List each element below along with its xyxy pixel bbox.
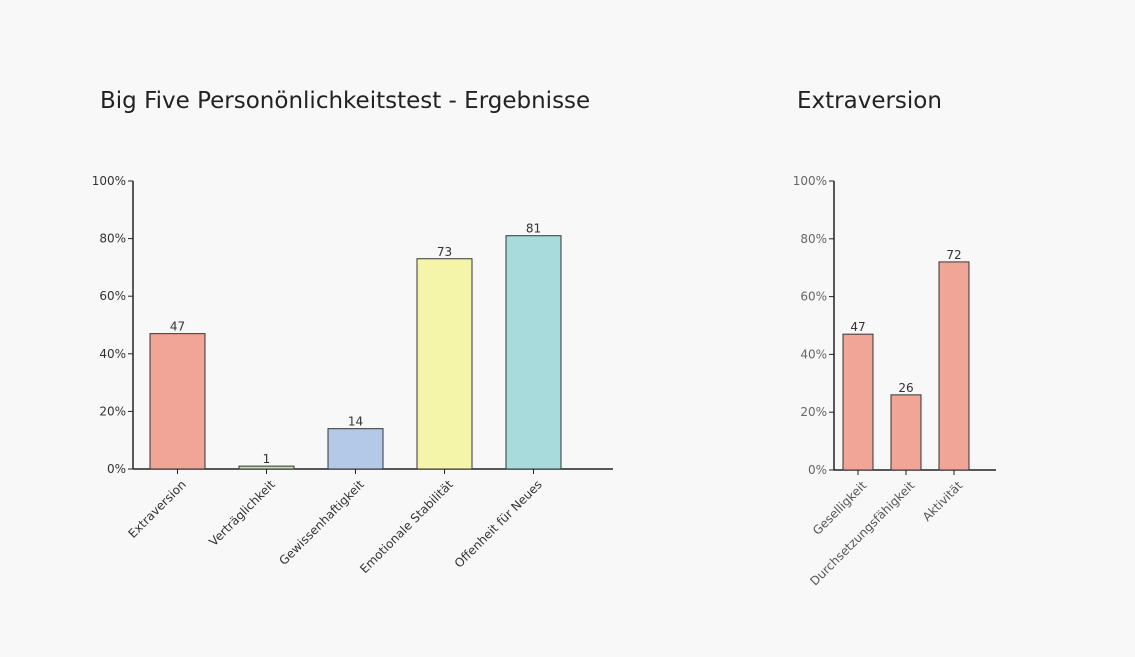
bar-geselligkeit bbox=[842, 333, 874, 471]
bar-durchsetzungsfähigkeit bbox=[890, 394, 922, 471]
bar-value-label: 14 bbox=[348, 415, 363, 429]
x-category-label: Gewissenhaftigkeit bbox=[276, 477, 367, 568]
y-tick-label: 100% bbox=[793, 174, 827, 188]
y-tick-label: 80% bbox=[800, 232, 827, 246]
x-category-label: Offenheit für Neues bbox=[452, 477, 545, 570]
extraversion-bar-chart: 0%20%40%60%80%100%47Geselligkeit26Durchs… bbox=[793, 174, 996, 588]
bar-value-label: 1 bbox=[263, 452, 271, 466]
x-category-label: Emotionale Stabilität bbox=[357, 477, 456, 576]
y-tick-label: 0% bbox=[808, 463, 827, 477]
y-tick-label: 20% bbox=[99, 404, 126, 418]
x-category-label: Verträglichkeit bbox=[206, 477, 278, 549]
bar-value-label: 72 bbox=[946, 248, 961, 262]
extraversion-chart-title: Extraversion bbox=[797, 88, 942, 114]
bar-emotionale-stabilität bbox=[416, 258, 473, 470]
bar-aktivität bbox=[938, 261, 970, 471]
y-tick-label: 60% bbox=[800, 290, 827, 304]
bar-verträglichkeit bbox=[238, 465, 295, 470]
y-tick-label: 20% bbox=[800, 405, 827, 419]
bar-value-label: 47 bbox=[170, 320, 185, 334]
bar-gewissenhaftigkeit bbox=[327, 428, 384, 470]
y-tick-label: 80% bbox=[99, 232, 126, 246]
x-category-label: Aktivität bbox=[920, 478, 966, 524]
y-tick-label: 0% bbox=[107, 462, 126, 476]
big-five-bar-chart: 0% 20% 40% 60% 80% 100% 47 Extraversion 1 Verträg… bbox=[92, 174, 613, 576]
y-tick-label: 40% bbox=[800, 347, 827, 361]
y-tick-label: 100% bbox=[92, 174, 126, 188]
bar-offenheit-für-neues bbox=[505, 235, 562, 470]
bar-value-label: 81 bbox=[526, 222, 541, 236]
bar-extraversion bbox=[149, 333, 206, 470]
bar-value-label: 47 bbox=[850, 320, 865, 334]
main-chart-title: Big Five Personönlichkeitstest - Ergebni… bbox=[100, 88, 591, 114]
y-tick-label: 60% bbox=[99, 289, 126, 303]
x-category-label: Extraversion bbox=[125, 477, 188, 540]
bar-value-label: 73 bbox=[437, 245, 452, 259]
y-tick-label: 40% bbox=[99, 347, 126, 361]
bar-value-label: 26 bbox=[898, 381, 913, 395]
